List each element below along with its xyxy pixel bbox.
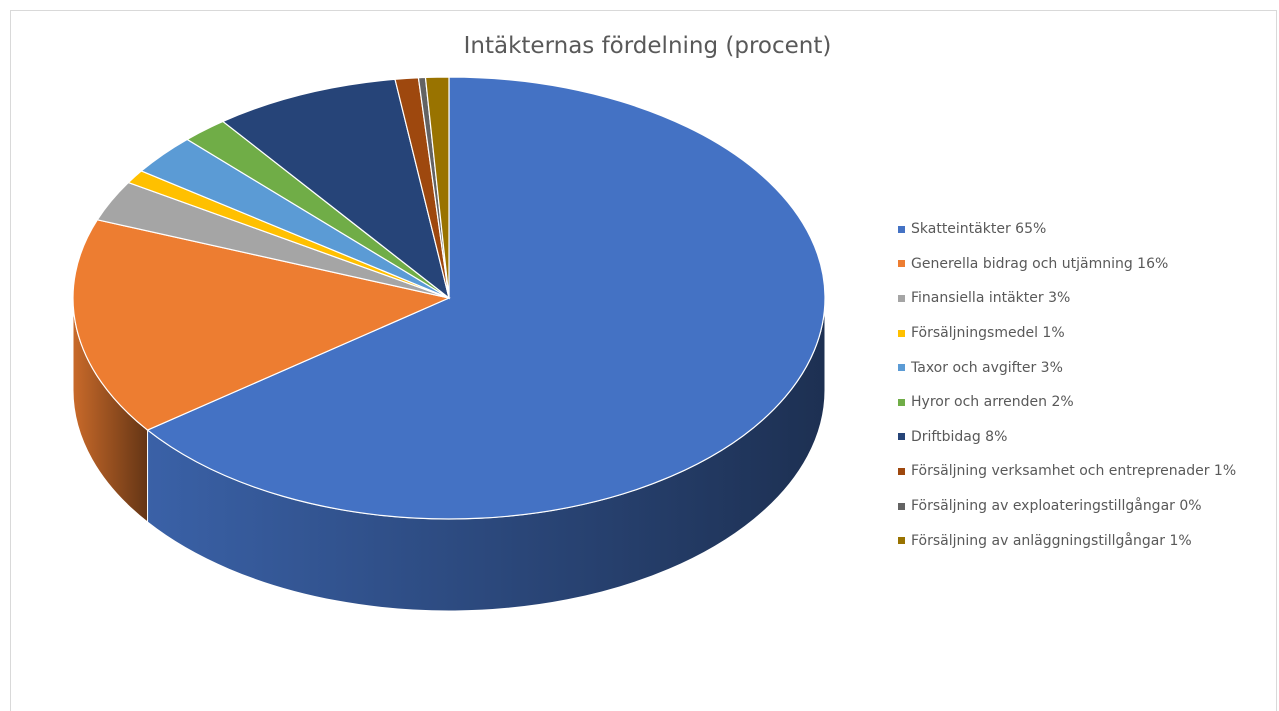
legend-label: Hyror och arrenden 2%	[911, 394, 1074, 411]
legend-item-1: Skatteintäkter 65%	[898, 212, 1236, 247]
legend-item-6: Hyror och arrenden 2%	[898, 385, 1236, 420]
legend-label: Försäljning av exploateringstillgångar 0…	[911, 498, 1202, 515]
pie-slice-1	[146, 76, 826, 520]
legend-swatch	[898, 225, 905, 233]
legend-label: Driftbidag 8%	[911, 428, 1008, 445]
legend-item-2: Generella bidrag och utjämning 16%	[898, 247, 1236, 282]
legend-label: Skatteintäkter 65%	[911, 221, 1047, 238]
legend-swatch	[898, 467, 905, 475]
chart-title: Intäkternas fördelning (procent)	[463, 33, 832, 59]
legend-swatch	[898, 502, 905, 510]
legend-swatch	[898, 329, 905, 337]
legend-item-7: Driftbidag 8%	[898, 420, 1236, 455]
pie-slice-2	[72, 219, 451, 431]
legend-item-5: Taxor och avgifter 3%	[898, 350, 1236, 385]
pie-slice-10	[424, 76, 450, 299]
legend: Skatteintäkter 65% Generella bidrag och u…	[898, 212, 1236, 558]
legend-item-3: Finansiella intäkter 3%	[898, 281, 1236, 316]
legend-label: Försäljningsmedel 1%	[911, 325, 1065, 342]
legend-swatch	[898, 433, 905, 441]
legend-item-4: Försäljningsmedel 1%	[898, 316, 1236, 351]
legend-item-10: Försäljning av anläggningstillgångar 1%	[898, 523, 1236, 558]
legend-item-8: Försäljning verksamhet och entreprenader…	[898, 454, 1236, 489]
legend-swatch	[898, 537, 905, 545]
legend-swatch	[898, 398, 905, 406]
legend-label: Taxor och avgifter 3%	[911, 359, 1063, 376]
legend-swatch	[898, 294, 905, 302]
legend-label: Generella bidrag och utjämning 16%	[911, 255, 1169, 272]
legend-label: Försäljning verksamhet och entreprenader…	[911, 463, 1237, 480]
legend-swatch	[898, 260, 905, 268]
legend-label: Finansiella intäkter 3%	[911, 290, 1071, 307]
legend-item-9: Försäljning av exploateringstillgångar 0…	[898, 489, 1236, 524]
legend-swatch	[898, 364, 905, 372]
pie-chart	[72, 76, 826, 612]
pie-slice-7	[221, 78, 450, 300]
legend-label: Försäljning av anläggningstillgångar 1%	[911, 532, 1192, 549]
